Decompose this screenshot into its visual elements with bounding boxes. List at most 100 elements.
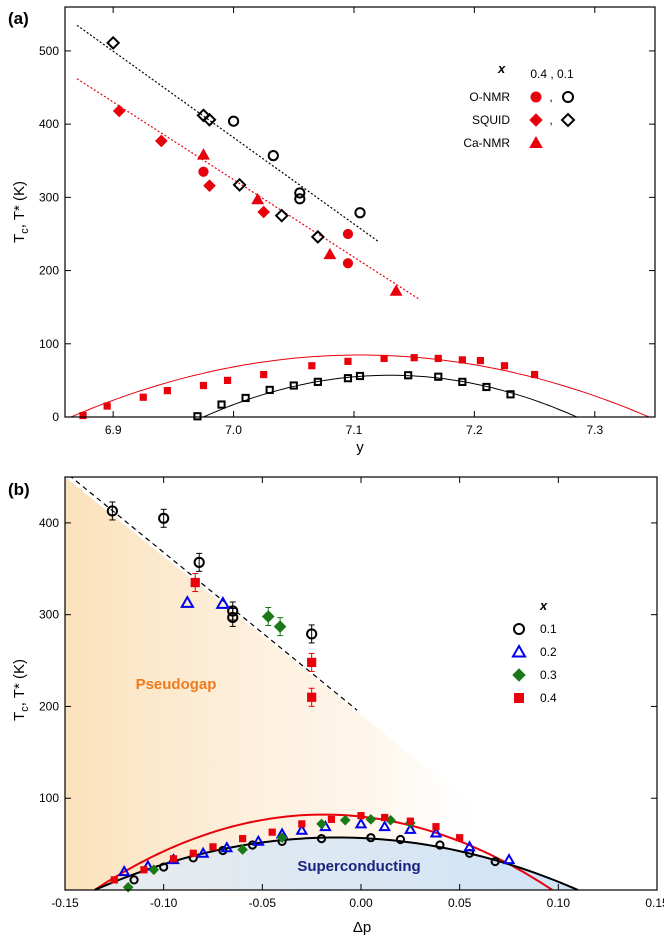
data-point [434, 354, 442, 363]
data-point [435, 840, 445, 850]
data-point [196, 846, 210, 858]
data-point [112, 104, 126, 118]
y-tick-label: 100 [39, 791, 59, 805]
data-point [294, 187, 306, 199]
legend-label-squid: SQUID [472, 113, 510, 127]
data-point [203, 179, 216, 192]
legend-label-x-0-1: 0.1 [540, 622, 557, 636]
data-point [260, 370, 268, 379]
y-tick-label: 300 [39, 608, 59, 622]
svg-text:Tc, T* (K): Tc, T* (K) [11, 659, 31, 721]
panel-a-data-points [79, 35, 539, 421]
data-point [79, 411, 87, 420]
legend-marker [512, 668, 526, 682]
legend-marker [529, 113, 543, 127]
data-point [298, 820, 306, 828]
panel-b: -0.15 -0.10 -0.05 0.00 0.05 0.10 0.15 100 200 300… [8, 476, 664, 936]
data-point [276, 832, 288, 843]
data-point [289, 381, 298, 390]
panel-a-legend: x 0.4 , 0.1 O-NMR SQUID Ca-NMR , , [463, 61, 576, 150]
data-point [308, 362, 316, 370]
pseudogap-region-label: Pseudogap [136, 676, 217, 693]
data-point [198, 166, 209, 177]
x-tick-label: 7.3 [586, 423, 603, 437]
data-point [327, 815, 335, 823]
data-point [404, 822, 417, 834]
legend-separator-squid: , [549, 113, 552, 127]
svg-text:Tc, T* (K): Tc, T* (K) [11, 181, 31, 243]
y-tick-label: 200 [39, 264, 59, 278]
panel-a-label: (a) [8, 9, 29, 28]
data-point [342, 228, 354, 240]
panel-a-y-axis-title: Tc, T* (K) [11, 181, 31, 243]
data-point [502, 853, 516, 865]
fit-line-4 [203, 374, 577, 417]
panel-b-legend-header-var: x [539, 598, 548, 613]
data-point [237, 844, 248, 855]
data-point [129, 875, 139, 885]
data-point [342, 258, 354, 269]
data-point [500, 362, 509, 370]
panel-b-legend: x 0.1 0.2 0.3 0.4 [511, 598, 557, 705]
data-point [381, 813, 389, 822]
legend-marker [560, 112, 576, 128]
data-point [432, 823, 440, 831]
y-tick-label: 0 [52, 410, 59, 424]
legend-label-ca-nmr: Ca-NMR [463, 136, 510, 150]
data-point [106, 505, 118, 517]
data-point [122, 881, 134, 893]
data-point [141, 859, 155, 871]
data-point [429, 826, 443, 838]
data-point [158, 512, 170, 524]
superconducting-region-label: Superconducting [297, 858, 420, 875]
fit-line-2 [94, 813, 553, 890]
x-tick-label: 6.9 [105, 423, 122, 437]
data-point [227, 611, 239, 624]
legend-label-x-0-2: 0.2 [540, 645, 557, 659]
data-point [223, 376, 232, 384]
data-point [339, 814, 351, 826]
data-point [261, 610, 275, 623]
data-point [209, 843, 217, 851]
data-point [354, 207, 366, 219]
data-point [380, 354, 388, 363]
data-point [506, 390, 515, 399]
data-point [232, 177, 247, 192]
data-point [410, 354, 418, 362]
data-point [482, 382, 491, 392]
data-point [357, 812, 365, 820]
panel-a-ylabel-sub: c [19, 228, 31, 234]
data-point [463, 840, 476, 852]
data-point [169, 855, 178, 863]
legend-marker [511, 643, 527, 658]
x-tick-label: 0.05 [448, 896, 472, 910]
data-point [251, 192, 265, 205]
data-point [294, 193, 306, 205]
y-tick-label: 200 [39, 699, 59, 713]
panel-b-data-points [106, 501, 516, 893]
data-point [274, 208, 289, 223]
panel-a-axes: 6.9 7.0 7.1 7.2 7.3 0 100 200 300 400 500 [39, 6, 656, 437]
data-point [343, 374, 353, 383]
panel-b-axes: -0.15 -0.10 -0.05 0.00 0.05 0.10 0.15 100 200 300… [39, 476, 664, 910]
data-point [295, 823, 309, 835]
data-point [306, 628, 318, 640]
legend-marker [562, 91, 574, 103]
data-point [406, 817, 414, 825]
x-tick-label: -0.10 [150, 896, 178, 910]
fit-line-1 [76, 24, 379, 242]
data-point [217, 400, 226, 409]
data-point [273, 620, 287, 633]
panel-b-x-axis-title: Δp [353, 919, 371, 936]
legend-separator-o-nmr: , [549, 90, 552, 104]
data-point [140, 866, 148, 874]
x-tick-label: 7.1 [346, 423, 363, 437]
data-point [316, 834, 327, 844]
data-point [239, 835, 247, 843]
y-tick-label: 300 [39, 190, 59, 204]
y-tick-label: 400 [39, 117, 59, 131]
x-tick-label: 7.0 [225, 423, 242, 437]
data-point [355, 371, 365, 381]
data-point [241, 393, 250, 403]
